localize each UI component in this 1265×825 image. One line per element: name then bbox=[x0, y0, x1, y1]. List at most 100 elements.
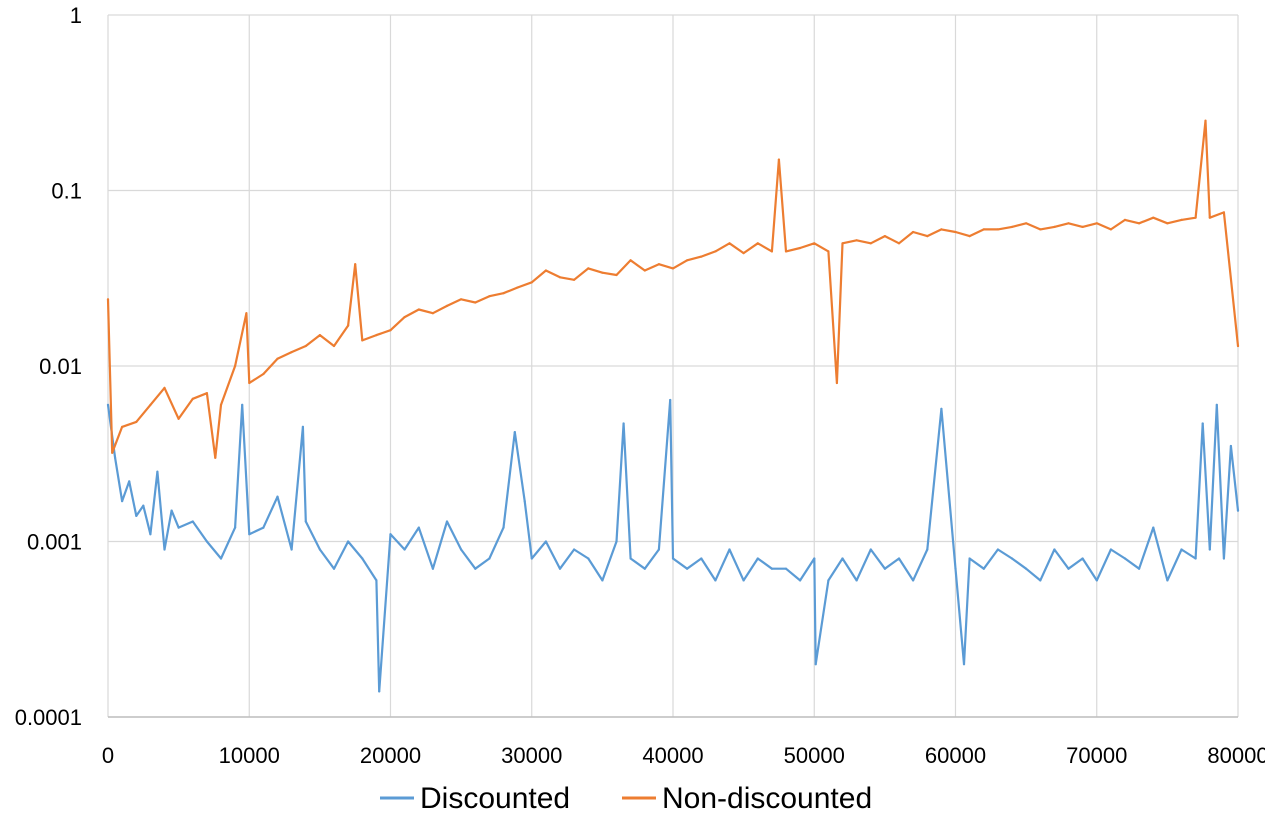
data-point-non-discounted bbox=[245, 312, 248, 315]
data-point-discounted bbox=[587, 557, 590, 560]
data-point-discounted bbox=[629, 557, 632, 560]
data-point-non-discounted bbox=[389, 329, 392, 332]
y-tick-label: 0.0001 bbox=[15, 705, 82, 730]
data-point-discounted bbox=[1152, 526, 1155, 529]
data-point-non-discounted bbox=[615, 273, 618, 277]
y-tick-label: 0.001 bbox=[27, 530, 82, 555]
data-point-non-discounted bbox=[354, 263, 357, 266]
data-point-non-discounted bbox=[332, 344, 336, 348]
data-point-non-discounted bbox=[248, 381, 251, 385]
x-tick-label: 60000 bbox=[925, 743, 986, 768]
data-point-non-discounted bbox=[106, 298, 110, 301]
data-point-non-discounted bbox=[1194, 216, 1197, 219]
data-point-discounted bbox=[813, 557, 816, 560]
data-point-discounted bbox=[1236, 509, 1240, 512]
data-point-non-discounted bbox=[474, 301, 477, 304]
series-layer bbox=[106, 119, 1240, 693]
x-tick-label: 70000 bbox=[1066, 743, 1127, 768]
data-point-discounted bbox=[1123, 557, 1127, 560]
data-point-non-discounted bbox=[403, 316, 406, 319]
data-point-non-discounted bbox=[742, 252, 745, 255]
data-point-discounted bbox=[756, 557, 759, 560]
data-point-discounted bbox=[962, 663, 966, 666]
data-point-non-discounted bbox=[111, 451, 114, 454]
data-point-discounted bbox=[361, 557, 364, 560]
data-point-discounted bbox=[686, 567, 689, 570]
data-point-non-discounted bbox=[657, 263, 661, 266]
data-point-discounted bbox=[241, 403, 244, 406]
legend-label-non-discounted: Non-discounted bbox=[662, 782, 872, 815]
data-point-discounted bbox=[671, 557, 675, 560]
data-point-discounted bbox=[982, 567, 985, 570]
x-tick-label: 50000 bbox=[784, 743, 845, 768]
data-point-discounted bbox=[1039, 579, 1042, 582]
data-point-non-discounted bbox=[121, 425, 124, 428]
data-point-discounted bbox=[954, 567, 957, 570]
data-point-non-discounted bbox=[982, 228, 985, 231]
data-point-non-discounted bbox=[700, 255, 703, 258]
legend-label-discounted: Discounted bbox=[420, 782, 570, 815]
data-point-discounted bbox=[855, 579, 858, 582]
data-point-discounted bbox=[926, 548, 929, 551]
data-point-discounted bbox=[445, 520, 449, 523]
data-point-non-discounted bbox=[544, 269, 548, 272]
data-point-non-discounted bbox=[728, 242, 731, 245]
data-point-discounted bbox=[163, 548, 166, 551]
data-point-non-discounted bbox=[1138, 222, 1141, 225]
data-point-discounted bbox=[897, 557, 901, 560]
data-point-non-discounted bbox=[1109, 228, 1112, 231]
data-point-discounted bbox=[156, 470, 159, 473]
data-point-discounted bbox=[601, 579, 604, 582]
data-point-discounted bbox=[177, 526, 180, 529]
data-point-discounted bbox=[558, 567, 562, 570]
x-tick-label: 10000 bbox=[219, 743, 280, 768]
data-point-discounted bbox=[544, 540, 548, 543]
data-point-discounted bbox=[573, 548, 576, 551]
data-point-discounted bbox=[142, 504, 145, 507]
data-point-non-discounted bbox=[1222, 211, 1225, 214]
x-tick-label: 40000 bbox=[642, 743, 703, 768]
data-point-discounted bbox=[474, 567, 477, 570]
data-point-non-discounted bbox=[135, 420, 138, 423]
data-point-non-discounted bbox=[1039, 228, 1042, 231]
data-point-non-discounted bbox=[177, 417, 180, 420]
data-point-discounted bbox=[301, 425, 304, 428]
data-point-discounted bbox=[276, 495, 279, 498]
data-point-non-discounted bbox=[756, 242, 759, 245]
data-point-non-discounted bbox=[926, 235, 929, 238]
data-point-non-discounted bbox=[163, 386, 166, 389]
data-point-discounted bbox=[700, 557, 703, 560]
data-point-non-discounted bbox=[1208, 216, 1211, 219]
data-point-non-discounted bbox=[770, 250, 774, 253]
data-point-non-discounted bbox=[149, 403, 152, 406]
data-point-discounted bbox=[347, 540, 350, 543]
data-point-discounted bbox=[262, 526, 265, 529]
data-point-discounted bbox=[378, 690, 381, 693]
axis-layer: 0.0001 0.001 0.01 0.1 1 0 10000 20000 30000 40000… bbox=[15, 3, 1265, 768]
data-point-discounted bbox=[615, 540, 618, 543]
data-point-discounted bbox=[135, 514, 138, 518]
data-point-non-discounted bbox=[290, 351, 293, 354]
data-point-discounted bbox=[1081, 557, 1084, 560]
data-point-non-discounted bbox=[714, 250, 717, 253]
data-point-non-discounted bbox=[205, 392, 208, 395]
data-point-discounted bbox=[1215, 403, 1218, 406]
data-point-discounted bbox=[1095, 579, 1098, 582]
data-point-discounted bbox=[106, 403, 110, 406]
data-point-discounted bbox=[728, 548, 731, 551]
data-point-non-discounted bbox=[219, 403, 223, 406]
data-point-non-discounted bbox=[445, 304, 449, 307]
data-point-discounted bbox=[318, 548, 321, 551]
data-point-non-discounted bbox=[276, 357, 279, 360]
data-point-discounted bbox=[1010, 557, 1014, 560]
data-point-discounted bbox=[742, 579, 745, 582]
data-point-discounted bbox=[523, 500, 526, 503]
data-point-non-discounted bbox=[777, 158, 781, 161]
data-point-discounted bbox=[290, 548, 293, 551]
data-point-non-discounted bbox=[417, 308, 420, 311]
data-point-discounted bbox=[170, 509, 173, 512]
data-point-non-discounted bbox=[686, 259, 689, 262]
data-point-non-discounted bbox=[1081, 225, 1084, 228]
data-point-discounted bbox=[114, 456, 117, 459]
data-point-discounted bbox=[799, 579, 802, 582]
